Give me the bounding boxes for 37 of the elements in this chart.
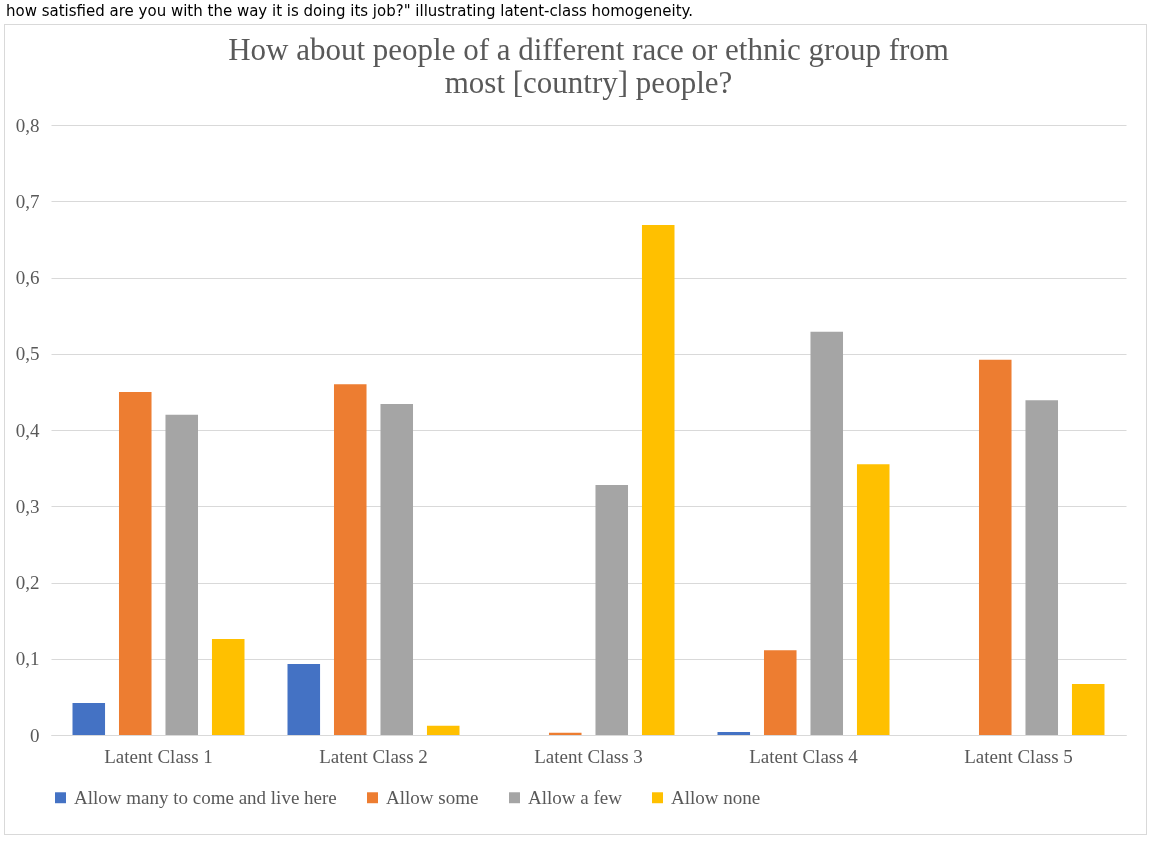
bar [1071, 683, 1105, 735]
chart-title: How about people of a different race or ethnic group from most [country] people? [228, 32, 949, 100]
bar [978, 359, 1012, 735]
x-tick-label: Latent Class 2 [319, 745, 428, 767]
y-tick-label: 0,6 [15, 267, 40, 288]
x-tick-label: Latent Class 3 [534, 745, 643, 767]
y-tick-label: 0,7 [15, 190, 40, 212]
y-tick-label: 0,5 [15, 343, 40, 365]
bar [380, 404, 414, 735]
bar [1025, 400, 1059, 735]
bar [717, 731, 751, 735]
y-tick-label: 0,3 [15, 495, 40, 517]
x-tick-label: Latent Class 5 [964, 745, 1073, 767]
legend-label: Allow none [671, 786, 761, 808]
y-tick-label: 0,4 [15, 419, 40, 441]
text: how satisfied are you with the way it is doing its job?" illustrating latent-class homogeneity. [5, 1, 695, 22]
bar [856, 464, 890, 735]
y-tick-label: 0,1 [15, 648, 40, 670]
bar [333, 384, 367, 735]
y-tick-label: 0,8 [15, 114, 40, 136]
bar [426, 725, 460, 735]
legend-label: Allow a few [528, 786, 623, 808]
legend-label: Allow some [386, 786, 479, 808]
bar [72, 702, 106, 735]
bar [118, 391, 152, 735]
bar [165, 414, 199, 735]
y-tick-label: 0,2 [15, 572, 40, 593]
y-tick-label: 0 [30, 724, 40, 746]
bar [763, 650, 797, 735]
x-tick-label: Latent Class 1 [104, 745, 213, 767]
bar [287, 664, 321, 735]
legend-label: Allow many to come and live here [74, 786, 337, 808]
bar [810, 331, 844, 735]
bar [641, 224, 675, 735]
x-tick-label: Latent Class 4 [749, 745, 859, 767]
bar [595, 484, 629, 735]
bar [211, 638, 245, 735]
